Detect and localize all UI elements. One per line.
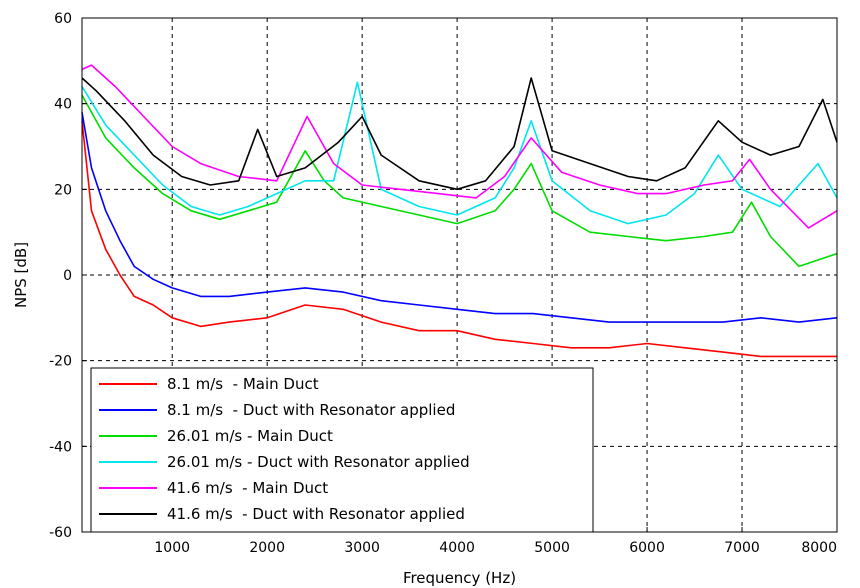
series-line-5	[81, 77, 838, 191]
x-tick-label-4: 5000	[534, 540, 570, 556]
series-line-2	[81, 94, 838, 268]
legend-entry-3: 26.01 m/s - Duct with Resonator applied	[167, 453, 470, 471]
legend-entry-0: 8.1 m/s - Main Duct	[167, 375, 319, 393]
x-tick-label-2: 3000	[344, 540, 380, 556]
legend: 8.1 m/s - Main Duct 8.1 m/s - Duct with R…	[90, 367, 594, 533]
y-tick-label-5: 40	[54, 97, 72, 113]
series-line-0	[81, 120, 837, 358]
x-tick-label-3: 4000	[439, 540, 475, 556]
legend-box	[90, 367, 594, 533]
x-tick-label-0: 1000	[154, 540, 190, 556]
y-tick-label-3: 0	[63, 268, 72, 284]
y-axis-label: NPS [dB]	[12, 242, 30, 308]
x-tick-label-6: 7000	[724, 540, 760, 556]
series-line-4	[81, 64, 838, 229]
x-tick-label-7: 8000	[801, 540, 837, 556]
x-tick-label-5: 6000	[629, 540, 665, 556]
series-line-1	[81, 112, 838, 323]
legend-entry-1: 8.1 m/s - Duct with Resonator applied	[167, 401, 455, 419]
y-tick-label-1: -40	[49, 439, 72, 455]
legend-entry-2: 26.01 m/s - Main Duct	[167, 427, 333, 445]
x-tick-label-1: 2000	[249, 540, 285, 556]
y-tick-label-4: 20	[54, 182, 72, 198]
y-tick-label-2: -20	[49, 354, 72, 370]
legend-entry-5: 41.6 m/s - Duct with Resonator applied	[167, 505, 465, 523]
series-line-3	[81, 81, 838, 225]
y-tick-label-6: 60	[54, 11, 72, 27]
legend-entry-4: 41.6 m/s - Main Duct	[167, 479, 328, 497]
y-tick-label-0: -60	[49, 525, 72, 541]
ticks: 1000 2000 3000 4000 5000 6000 7000 8000 -60 -40 -2…	[49, 11, 838, 556]
series-layer	[81, 64, 838, 358]
x-axis-label: Frequency (Hz)	[403, 569, 516, 587]
